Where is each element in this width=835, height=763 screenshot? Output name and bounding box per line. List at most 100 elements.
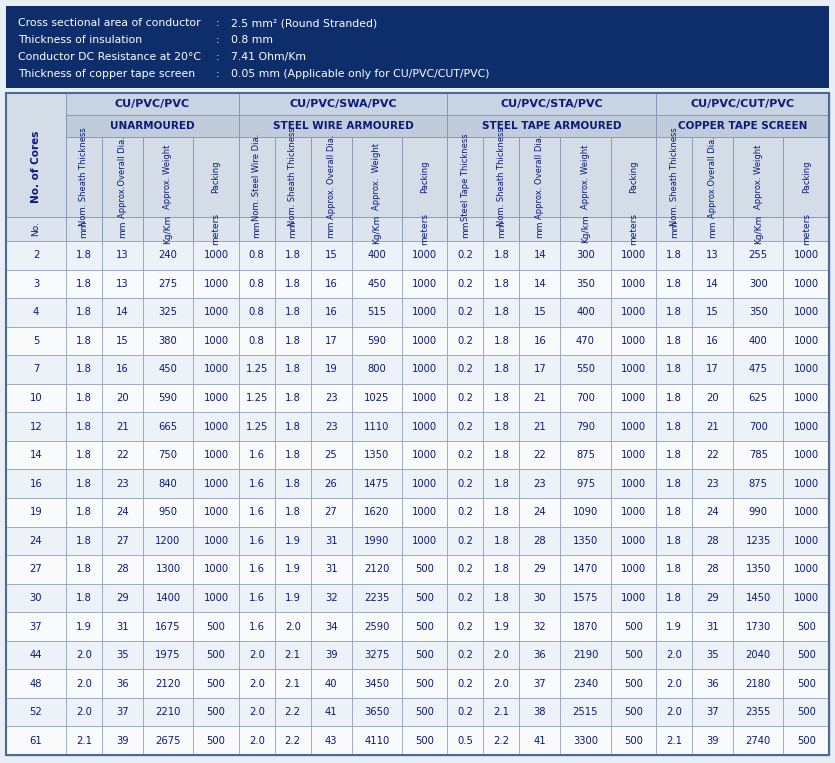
Text: 1.8: 1.8 (285, 278, 301, 289)
Text: Kg/Km: Kg/Km (372, 214, 382, 243)
Bar (275, 412, 311, 441)
Bar (783, 356, 829, 384)
Bar (402, 498, 448, 526)
Bar (275, 469, 311, 498)
Text: 800: 800 (367, 365, 386, 375)
Text: 1000: 1000 (204, 336, 229, 346)
Text: meters: meters (211, 213, 220, 245)
Bar (143, 555, 193, 584)
Text: 500: 500 (797, 650, 816, 660)
Bar (402, 726, 448, 755)
Text: 16: 16 (29, 478, 43, 489)
Text: mm: mm (79, 221, 89, 238)
Text: 1.8: 1.8 (285, 478, 301, 489)
Text: 700: 700 (749, 422, 767, 432)
Text: 2.0: 2.0 (76, 678, 92, 689)
Text: 27: 27 (29, 565, 43, 575)
Text: 1.8: 1.8 (666, 478, 682, 489)
Bar (448, 441, 483, 469)
Bar (6, 641, 66, 669)
Bar (783, 641, 829, 669)
Bar (448, 93, 656, 115)
Bar (448, 298, 483, 327)
Text: 1000: 1000 (412, 393, 438, 403)
Bar (733, 555, 783, 584)
Text: 1235: 1235 (746, 536, 771, 546)
Text: 1730: 1730 (746, 622, 771, 632)
Text: Packing: Packing (629, 161, 638, 193)
Bar (66, 327, 102, 356)
Text: 36: 36 (534, 650, 546, 660)
Bar (519, 298, 560, 327)
Text: 1.8: 1.8 (666, 422, 682, 432)
Bar (66, 498, 102, 526)
Bar (519, 698, 560, 726)
Bar (560, 641, 610, 669)
Bar (275, 217, 311, 241)
Text: 0.2: 0.2 (458, 536, 473, 546)
Text: 1.8: 1.8 (285, 450, 301, 460)
Bar (656, 327, 692, 356)
Bar (352, 612, 402, 641)
Bar (656, 269, 692, 298)
Bar (102, 526, 143, 555)
Text: 1.9: 1.9 (285, 536, 301, 546)
Bar (402, 356, 448, 384)
Text: 15: 15 (534, 307, 546, 317)
Bar (560, 441, 610, 469)
Text: 2.2: 2.2 (493, 736, 509, 745)
Text: 500: 500 (797, 678, 816, 689)
Bar (193, 669, 239, 698)
Bar (733, 669, 783, 698)
Text: 500: 500 (624, 622, 643, 632)
Bar (352, 412, 402, 441)
Bar (6, 93, 829, 755)
Bar (448, 726, 483, 755)
Bar (519, 612, 560, 641)
Text: 400: 400 (576, 307, 595, 317)
Bar (102, 698, 143, 726)
Bar (692, 384, 733, 412)
Text: Approx. Weight: Approx. Weight (754, 145, 762, 209)
Text: 3650: 3650 (364, 707, 389, 717)
Bar (783, 412, 829, 441)
Text: mm: mm (326, 221, 336, 238)
Bar (692, 269, 733, 298)
Text: 23: 23 (325, 393, 337, 403)
Text: 2515: 2515 (573, 707, 598, 717)
Bar (66, 641, 102, 669)
Bar (656, 241, 692, 269)
Bar (733, 269, 783, 298)
Bar (352, 137, 402, 217)
Text: 1000: 1000 (621, 507, 646, 517)
Text: 0.8: 0.8 (249, 336, 265, 346)
Bar (352, 698, 402, 726)
Text: 16: 16 (534, 336, 546, 346)
Text: 30: 30 (30, 593, 43, 603)
Text: 1000: 1000 (793, 250, 819, 260)
Bar (448, 526, 483, 555)
Bar (66, 298, 102, 327)
Text: 2120: 2120 (155, 678, 180, 689)
Bar (352, 298, 402, 327)
Text: 13: 13 (116, 250, 129, 260)
Bar (352, 217, 402, 241)
Text: 1000: 1000 (204, 278, 229, 289)
Bar (193, 526, 239, 555)
Text: 24: 24 (30, 536, 43, 546)
Text: 28: 28 (116, 565, 129, 575)
Bar (311, 698, 352, 726)
Text: 3275: 3275 (364, 650, 389, 660)
Text: 1350: 1350 (746, 565, 771, 575)
Text: 52: 52 (29, 707, 43, 717)
Text: 1.8: 1.8 (493, 536, 509, 546)
Text: 1.8: 1.8 (285, 393, 301, 403)
Bar (6, 269, 66, 298)
Bar (143, 384, 193, 412)
Bar (402, 327, 448, 356)
Text: 2210: 2210 (155, 707, 180, 717)
Text: 1000: 1000 (204, 307, 229, 317)
Text: 500: 500 (624, 736, 643, 745)
Text: 1000: 1000 (621, 565, 646, 575)
Bar (102, 241, 143, 269)
